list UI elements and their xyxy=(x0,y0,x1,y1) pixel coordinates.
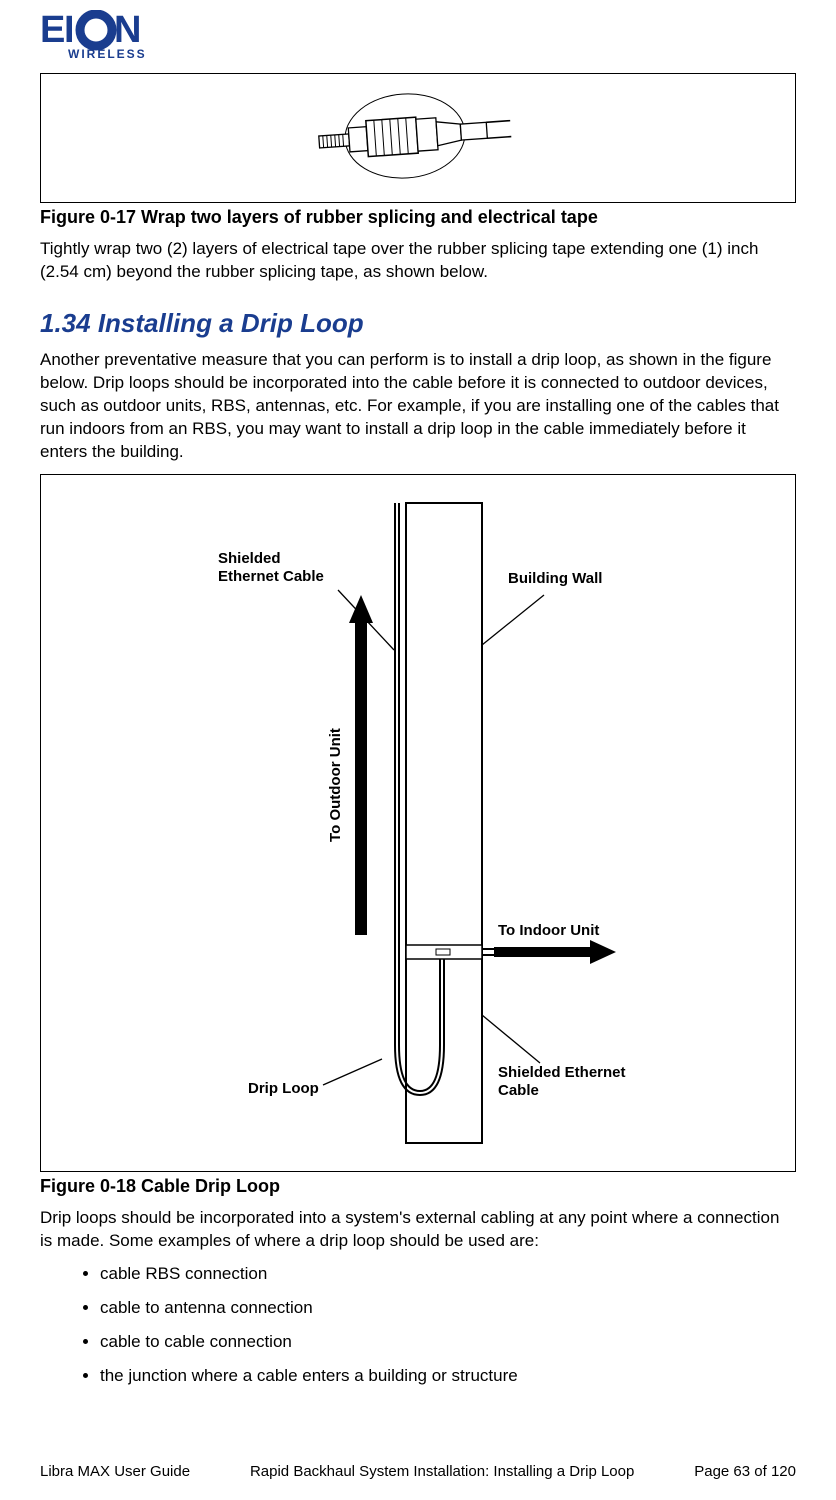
paragraph-2: Another preventative measure that you ca… xyxy=(40,349,796,464)
svg-text:Shielded Ethernet: Shielded Ethernet xyxy=(498,1064,626,1081)
svg-text:Building Wall: Building Wall xyxy=(508,570,602,587)
svg-text:To Indoor Unit: To Indoor Unit xyxy=(498,922,599,939)
page-footer: Libra MAX User Guide Rapid Backhaul Syst… xyxy=(40,1463,796,1480)
paragraph-1: Tightly wrap two (2) layers of electrica… xyxy=(40,238,796,284)
list-item: cable to cable connection xyxy=(100,1330,796,1354)
svg-text:Cable: Cable xyxy=(498,1082,539,1099)
bullet-list: cable RBS connection cable to antenna co… xyxy=(40,1262,796,1387)
footer-center: Rapid Backhaul System Installation: Inst… xyxy=(250,1463,634,1480)
figure-2-caption: Figure 0-18 Cable Drip Loop xyxy=(40,1176,796,1197)
footer-right: Page 63 of 120 xyxy=(694,1463,796,1480)
figure-2-box: Shielded Ethernet Cable Building Wall To… xyxy=(40,474,796,1172)
figure-1-caption: Figure 0-17 Wrap two layers of rubber sp… xyxy=(40,207,796,228)
svg-text:I: I xyxy=(64,10,75,51)
svg-text:Drip Loop: Drip Loop xyxy=(248,1080,319,1097)
brand-logo: E I N WIRELESS xyxy=(40,10,796,67)
svg-text:Ethernet Cable: Ethernet Cable xyxy=(218,568,324,585)
figure-1-box xyxy=(40,73,796,203)
connector-illustration xyxy=(313,88,523,183)
svg-text:To Outdoor Unit: To Outdoor Unit xyxy=(327,728,344,842)
list-item: the junction where a cable enters a buil… xyxy=(100,1364,796,1388)
svg-text:WIRELESS: WIRELESS xyxy=(68,47,147,61)
svg-text:Shielded: Shielded xyxy=(218,550,281,567)
footer-left: Libra MAX User Guide xyxy=(40,1463,190,1480)
section-heading-drip-loop: 1.34 Installing a Drip Loop xyxy=(40,308,796,339)
list-item: cable to antenna connection xyxy=(100,1296,796,1320)
paragraph-3: Drip loops should be incorporated into a… xyxy=(40,1207,796,1253)
list-item: cable RBS connection xyxy=(100,1262,796,1286)
svg-text:N: N xyxy=(114,10,141,51)
svg-text:E: E xyxy=(40,10,64,51)
drip-loop-diagram: Shielded Ethernet Cable Building Wall To… xyxy=(148,495,688,1160)
